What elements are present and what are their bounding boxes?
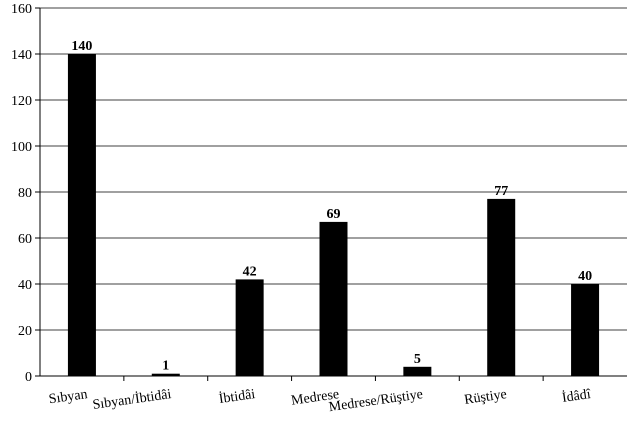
data-label-0: 140 (71, 39, 92, 54)
data-label-2: 42 (243, 264, 257, 279)
bar-1 (151, 373, 180, 376)
bars (67, 54, 600, 376)
data-labels: 140 1 42 69 5 77 40 (71, 39, 592, 374)
category-label-4: Medrese/Rüştiye (328, 387, 424, 415)
data-label-6: 40 (578, 269, 592, 284)
y-tick-label: 100 (11, 140, 32, 155)
category-label-0: Sıbyan (48, 387, 89, 407)
y-tick-label: 20 (18, 324, 32, 339)
y-tick-label: 60 (18, 232, 32, 247)
y-axis-ticks: 0 20 40 60 80 100 120 140 160 (11, 2, 40, 385)
category-label-6: İdâdî (561, 386, 593, 406)
y-tick-label: 140 (11, 48, 32, 63)
bar-4 (403, 366, 432, 376)
category-label-2: İbtidâi (218, 386, 257, 407)
data-label-3: 69 (327, 207, 341, 222)
y-tick-label: 0 (25, 370, 32, 385)
x-axis-categories: Sıbyan Sıbyan/İbtidâi İbtidâi MedreseMedres… (48, 376, 593, 415)
y-tick-label: 80 (18, 186, 32, 201)
bar-3 (319, 221, 348, 376)
data-label-1: 1 (162, 359, 169, 374)
bar-5 (487, 198, 516, 376)
category-label-5: Rüştiye (463, 387, 507, 408)
bar-2 (235, 279, 264, 376)
y-tick-label: 120 (11, 94, 32, 109)
data-label-4: 5 (414, 352, 421, 367)
category-label-1: Sıbyan/İbtidâi (92, 386, 173, 413)
bar-6 (571, 284, 600, 376)
y-tick-label: 160 (11, 2, 32, 17)
data-label-5: 77 (494, 184, 508, 199)
category-label-3: Medrese (290, 387, 340, 409)
y-tick-label: 40 (18, 278, 32, 293)
bar-0 (67, 54, 96, 376)
